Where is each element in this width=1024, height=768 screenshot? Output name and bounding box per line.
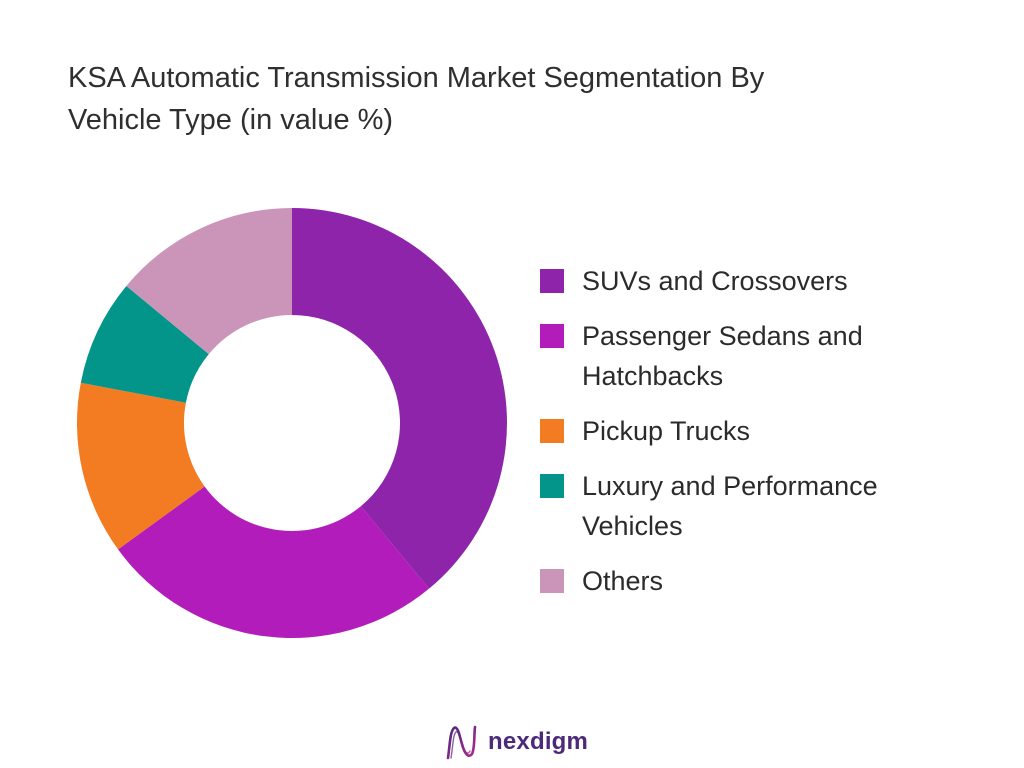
legend-swatch-pickup-trucks — [540, 419, 564, 443]
legend-swatch-luxury-and-performance-vehicles — [540, 474, 564, 498]
legend-label-others: Others — [582, 566, 664, 596]
legend-item-passenger-sedans-and-hatchbacks: Passenger Sedans and Hatchbacks — [540, 316, 940, 396]
slice-pickup-trucks — [77, 382, 205, 550]
legend-label-suvs-and-crossovers: SUVs and Crossovers — [582, 266, 848, 296]
legend-swatch-passenger-sedans-and-hatchbacks — [540, 324, 564, 348]
legend-swatch-others — [540, 569, 564, 593]
slice-luxury-and-performance-vehicles — [80, 285, 209, 403]
legend-swatch-suvs-and-crossovers — [540, 269, 564, 293]
chart-legend: SUVs and Crossovers Passenger Sedans and… — [540, 261, 940, 616]
donut-chart — [77, 208, 508, 638]
legend-item-luxury-and-performance-vehicles: Luxury and Performance Vehicles — [540, 466, 940, 546]
slice-passenger-sedans-and-hatchbacks — [118, 486, 430, 638]
legend-item-others: Others — [540, 561, 940, 601]
legend-label-luxury-and-performance-vehicles: Luxury and Performance Vehicles — [582, 471, 878, 541]
legend-item-suvs-and-crossovers: SUVs and Crossovers — [540, 261, 940, 301]
nexdigm-logo: nexdigm — [444, 722, 588, 762]
nexdigm-wave-logo-icon — [446, 725, 477, 760]
slice-suvs-and-crossovers — [292, 208, 508, 589]
legend-label-pickup-trucks: Pickup Trucks — [582, 416, 751, 446]
logo-text: nexdigm — [488, 728, 589, 755]
legend-label-passenger-sedans-and-hatchbacks: Passenger Sedans and Hatchbacks — [582, 321, 863, 391]
chart-title: KSA Automatic Transmission Market Segmen… — [68, 62, 765, 136]
legend-item-pickup-trucks: Pickup Trucks — [540, 411, 940, 451]
slice-others — [126, 208, 292, 355]
